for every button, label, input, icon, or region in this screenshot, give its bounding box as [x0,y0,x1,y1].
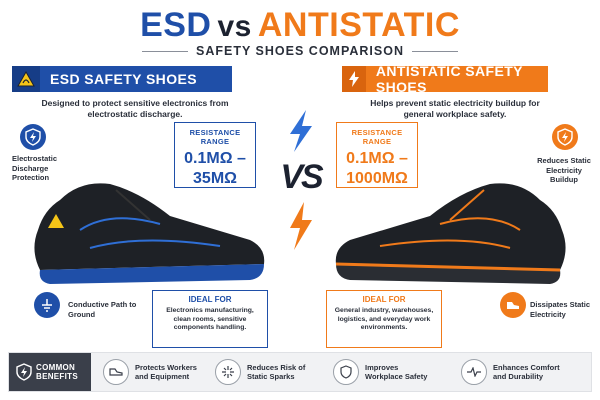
title-vs: vs [217,10,252,43]
esd-ideal-box: IDEAL FOR Electronics manufacturing, cle… [152,290,268,348]
common-benefits-title: COMMON BENEFITS [36,362,78,382]
common-benefits-heading: COMMON BENEFITS [9,353,91,391]
spark-icon [215,359,241,385]
esd-ideal-text: Electronics manufacturing, clean rooms, … [166,307,254,332]
title-antistatic: ANTISTATIC [257,6,460,44]
shield-bolt-icon [16,363,32,381]
antistatic-header-text: ANTISTATIC SAFETY SHOES [375,63,523,95]
shield-icon [333,359,359,385]
ground-icon [34,292,60,318]
shield-bolt-icon [20,124,46,150]
esd-header-text: ESD SAFETY SHOES [50,71,197,87]
benefit-label: Enhances Comfort and Durability [493,362,560,382]
antistatic-shoe-image [335,183,566,284]
page-title: ESD vs ANTISTATIC [0,6,600,46]
antistatic-resistance-value: 0.1MΩ – 1000MΩ [346,150,408,187]
esd-description: Designed to protect sensitive electronic… [41,98,229,119]
benefit-item: Reduces Risk of Static Sparks [215,359,317,385]
antistatic-ideal-label: IDEAL FOR [362,295,406,304]
esd-feature-top: Electrostatic Discharge Protection [12,154,58,182]
divider [142,51,188,53]
antistatic-resistance-label: RESISTANCE RANGE [351,128,403,146]
esd-shoe-image [34,183,265,284]
benefit-label: Improves Workplace Safety [365,362,428,382]
pulse-icon [461,359,487,385]
subtitle-text: SAFETY SHOES COMPARISON [196,44,404,58]
common-benefits-bar: COMMON BENEFITS Protects Workers and Equ… [8,352,592,392]
esd-ideal-label: IDEAL FOR [188,295,232,304]
shield-bolt-icon [552,124,578,150]
antistatic-description: Helps prevent static electricity buildup… [370,98,540,119]
bolt-icon [342,66,366,92]
esd-header: ESD SAFETY SHOES [12,66,232,92]
shoe-icon [103,359,129,385]
benefit-label: Protects Workers and Equipment [135,362,197,382]
title-esd: ESD [140,6,212,44]
page-subtitle: SAFETY SHOES COMPARISON [0,44,600,58]
orange-lightning-icon [290,202,312,250]
divider [411,51,458,53]
foot-icon [500,292,526,318]
esd-feature-bottom: Conductive Path to Ground [68,300,137,319]
benefit-item: Protects Workers and Equipment [103,359,205,385]
benefit-item: Improves Workplace Safety [333,359,435,385]
esd-resistance-box: RESISTANCE RANGE 0.1MΩ – 35MΩ [174,122,256,188]
esd-warning-icon [12,66,40,92]
esd-resistance-label: RESISTANCE RANGE [189,128,241,146]
antistatic-feature-bottom: Dissipates Static Electricity [530,300,591,319]
antistatic-header: ANTISTATIC SAFETY SHOES [342,63,548,95]
benefit-label: Reduces Risk of Static Sparks [247,362,306,382]
vs-label: VS [280,158,323,196]
antistatic-feature-top: Reduces Static Electricity Buildup [537,156,591,184]
blue-lightning-icon [290,110,312,152]
antistatic-ideal-box: IDEAL FOR General industry, warehouses, … [326,290,442,348]
antistatic-resistance-box: RESISTANCE RANGE 0.1MΩ – 1000MΩ [336,122,418,188]
benefit-item: Enhances Comfort and Durability [461,359,563,385]
antistatic-ideal-text: General industry, warehouses, logistics,… [334,307,434,332]
esd-resistance-value: 0.1MΩ – 35MΩ [184,150,246,187]
